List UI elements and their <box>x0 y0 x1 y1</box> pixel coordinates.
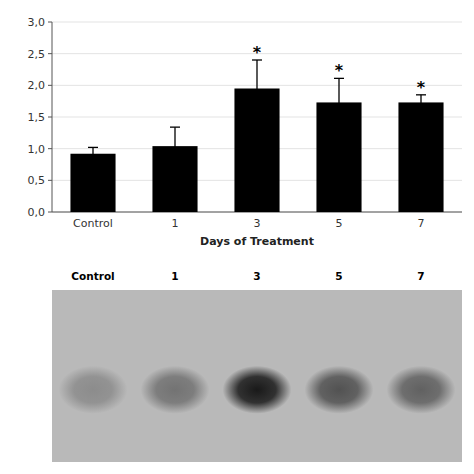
band <box>223 366 292 414</box>
grid-line <box>52 22 462 23</box>
error-bar <box>88 147 98 160</box>
significance-marker: * <box>417 78 426 97</box>
tick-label: 3,0 <box>28 16 46 29</box>
tick-mark <box>48 22 52 23</box>
tick-label: 0,5 <box>28 174 46 187</box>
lane-label: 7 <box>417 270 424 282</box>
tick-label: 7 <box>418 217 425 230</box>
chart: 0,0 0,5 1,0 1,5 2,0 2,5 3,0 Control 1 3 5 7 Days of … <box>0 0 474 474</box>
y-axis <box>52 22 53 212</box>
tick-label: 2,5 <box>28 48 46 61</box>
band <box>387 366 456 414</box>
error-bar <box>252 60 262 117</box>
tick-label: 0,0 <box>28 206 46 219</box>
tick-mark <box>48 53 52 54</box>
tick-label: Control <box>73 217 113 230</box>
band <box>141 366 210 414</box>
lane-label: 1 <box>171 270 178 282</box>
tick-mark <box>48 85 52 86</box>
bar <box>70 154 115 212</box>
tick-label: 3 <box>254 217 261 230</box>
lane-label: 3 <box>253 270 260 282</box>
significance-marker: * <box>253 43 262 62</box>
axis-label: Days of Treatment <box>200 235 314 248</box>
tick-label: 1 <box>172 217 179 230</box>
bars <box>70 60 443 212</box>
error-bar <box>334 78 344 126</box>
tick-mark <box>48 148 52 149</box>
tick-label: 1,0 <box>28 143 46 156</box>
tick-label: 2,0 <box>28 79 46 92</box>
lane-label: 5 <box>335 270 342 282</box>
bar <box>398 102 443 212</box>
tick-mark <box>48 180 52 181</box>
error-bar <box>416 95 426 110</box>
band <box>305 366 374 414</box>
tick-mark <box>48 212 52 213</box>
axes: 0,0 0,5 1,0 1,5 2,0 2,5 3,0 Control 1 3 5 7 Days of … <box>28 16 463 248</box>
blot: Control 1 3 5 7 <box>52 270 462 462</box>
tick-mark <box>48 117 52 118</box>
annotations: * * * <box>253 43 426 97</box>
tick-label: 5 <box>336 217 343 230</box>
lane-label: Control <box>71 270 114 282</box>
tick-label: 1,5 <box>28 111 46 124</box>
band <box>59 366 128 414</box>
significance-marker: * <box>335 61 344 80</box>
gel <box>52 290 462 462</box>
error-bar <box>170 127 180 165</box>
